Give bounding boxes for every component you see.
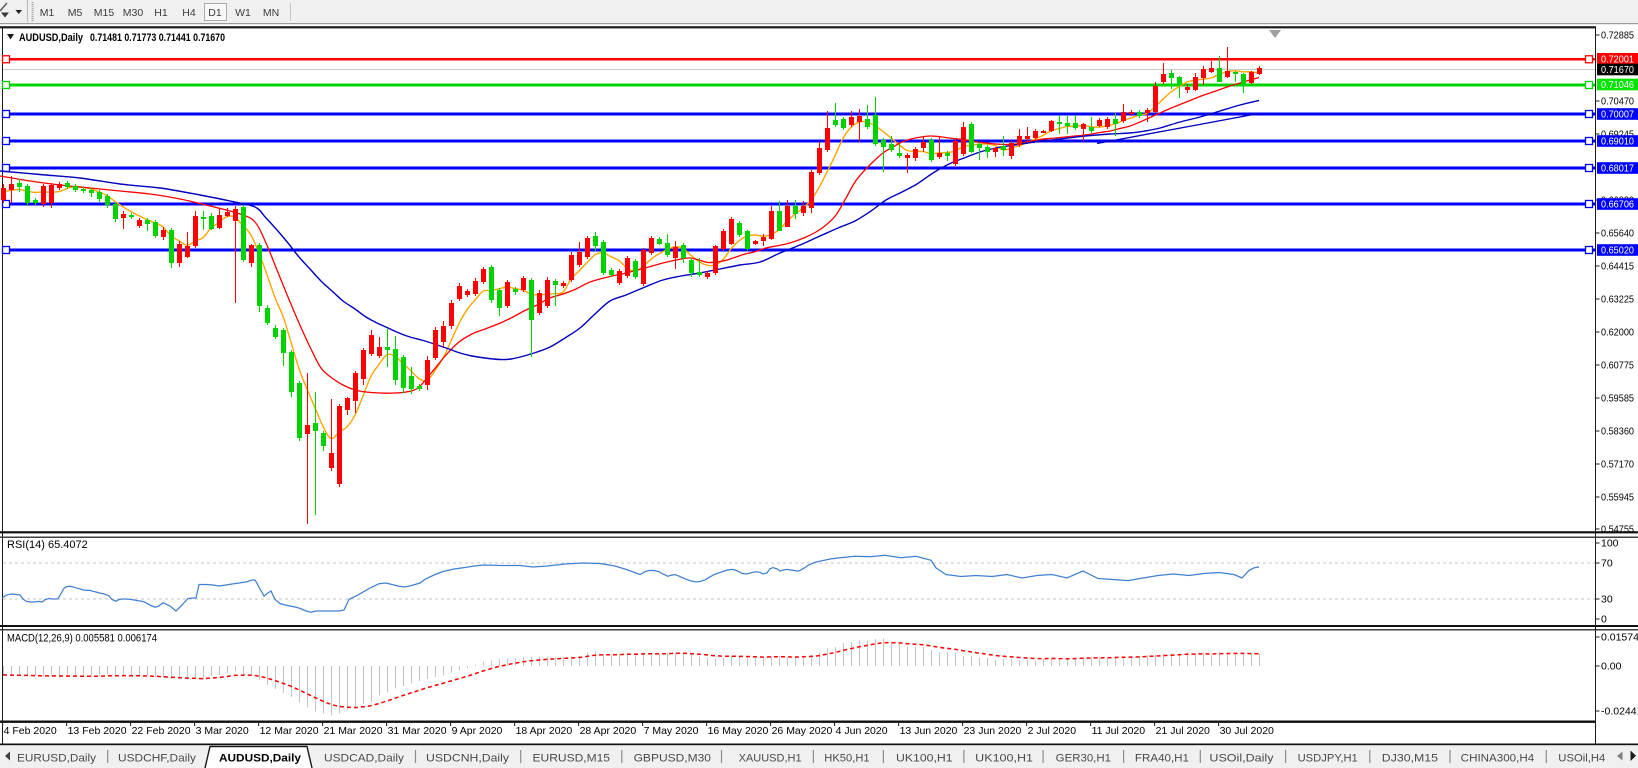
svg-text:GER30,H1: GER30,H1 — [1056, 753, 1111, 765]
svg-text:-0.024412: -0.024412 — [1601, 706, 1638, 718]
svg-text:0.71670: 0.71670 — [1601, 64, 1634, 76]
svg-text:0.58360: 0.58360 — [1601, 426, 1634, 438]
svg-text:3 Mar 2020: 3 Mar 2020 — [196, 725, 249, 737]
svg-text:13 Jun 2020: 13 Jun 2020 — [900, 725, 958, 737]
svg-text:EURUSD,Daily: EURUSD,Daily — [17, 753, 97, 765]
svg-text:0.70007: 0.70007 — [1601, 109, 1634, 121]
svg-text:30: 30 — [1601, 594, 1613, 606]
svg-text:M15: M15 — [94, 7, 115, 19]
svg-text:0.60775: 0.60775 — [1601, 360, 1634, 372]
svg-text:MN: MN — [263, 7, 279, 19]
svg-text:16 May 2020: 16 May 2020 — [708, 725, 769, 737]
svg-text:7 May 2020: 7 May 2020 — [644, 725, 699, 737]
svg-text:23 Jun 2020: 23 Jun 2020 — [964, 725, 1022, 737]
svg-text:USOil,H4: USOil,H4 — [1558, 753, 1605, 765]
svg-text:70: 70 — [1601, 558, 1613, 570]
svg-text:100: 100 — [1601, 538, 1619, 550]
svg-text:4 Jun 2020: 4 Jun 2020 — [836, 725, 888, 737]
svg-text:0.00: 0.00 — [1601, 661, 1622, 673]
svg-text:0.71481 0.71773 0.71441 0.7167: 0.71481 0.71773 0.71441 0.71670 — [90, 32, 225, 44]
svg-text:22 Feb 2020: 22 Feb 2020 — [132, 725, 191, 737]
svg-text:FRA40,H1: FRA40,H1 — [1135, 753, 1189, 765]
svg-text:W1: W1 — [235, 7, 251, 19]
svg-text:HK50,H1: HK50,H1 — [824, 753, 869, 765]
svg-text:RSI(14) 65.4072: RSI(14) 65.4072 — [7, 539, 88, 551]
svg-text:21 Mar 2020: 21 Mar 2020 — [324, 725, 383, 737]
svg-text:0.55945: 0.55945 — [1601, 492, 1634, 504]
svg-text:USOil,Daily: USOil,Daily — [1209, 753, 1274, 765]
svg-text:H4: H4 — [182, 7, 196, 19]
svg-text:M5: M5 — [68, 7, 83, 19]
svg-text:18 Apr 2020: 18 Apr 2020 — [516, 725, 573, 737]
svg-text:0.65020: 0.65020 — [1601, 245, 1634, 257]
svg-text:0.69010: 0.69010 — [1601, 136, 1634, 148]
svg-text:0.71046: 0.71046 — [1601, 79, 1634, 91]
svg-text:GBPUSD,M30: GBPUSD,M30 — [634, 753, 711, 765]
svg-text:30 Jul 2020: 30 Jul 2020 — [1220, 725, 1274, 737]
svg-text:0.54755: 0.54755 — [1601, 524, 1634, 536]
svg-text:USDJPY,H1: USDJPY,H1 — [1298, 753, 1358, 765]
svg-text:USDCAD,Daily: USDCAD,Daily — [324, 753, 405, 765]
svg-text:28 Apr 2020: 28 Apr 2020 — [580, 725, 637, 737]
svg-text:0: 0 — [1601, 614, 1607, 626]
svg-text:26 May 2020: 26 May 2020 — [772, 725, 833, 737]
svg-text:0.59585: 0.59585 — [1601, 393, 1634, 405]
svg-text:13 Feb 2020: 13 Feb 2020 — [68, 725, 127, 737]
svg-text:0.72885: 0.72885 — [1601, 30, 1634, 42]
svg-text:0.66706: 0.66706 — [1601, 199, 1634, 211]
svg-text:EURUSD,M15: EURUSD,M15 — [533, 753, 611, 765]
svg-text:UK100,H1: UK100,H1 — [975, 753, 1033, 765]
svg-text:0.64415: 0.64415 — [1601, 261, 1634, 273]
svg-text:CHINA300,H4: CHINA300,H4 — [1461, 753, 1535, 765]
svg-text:31 Mar 2020: 31 Mar 2020 — [388, 725, 447, 737]
svg-text:XAUUSD,H1: XAUUSD,H1 — [739, 753, 802, 765]
svg-text:4 Feb 2020: 4 Feb 2020 — [4, 725, 57, 737]
svg-text:0.015741: 0.015741 — [1601, 632, 1638, 644]
svg-text:12 Mar 2020: 12 Mar 2020 — [260, 725, 319, 737]
svg-text:0.68017: 0.68017 — [1601, 163, 1634, 175]
svg-text:0.72001: 0.72001 — [1601, 53, 1634, 65]
svg-text:AUDUSD,Daily: AUDUSD,Daily — [219, 753, 302, 765]
svg-text:M30: M30 — [123, 7, 144, 19]
svg-text:0.70470: 0.70470 — [1601, 96, 1634, 108]
svg-text:D1: D1 — [208, 7, 222, 19]
svg-text:USDCHF,Daily: USDCHF,Daily — [118, 753, 197, 765]
svg-text:21 Jul 2020: 21 Jul 2020 — [1156, 725, 1210, 737]
svg-text:0.63225: 0.63225 — [1601, 294, 1634, 306]
svg-text:9 Apr 2020: 9 Apr 2020 — [452, 725, 503, 737]
svg-text:0.65640: 0.65640 — [1601, 228, 1634, 240]
svg-text:MACD(12,26,9) 0.005581 0.00617: MACD(12,26,9) 0.005581 0.006174 — [7, 633, 157, 645]
svg-text:USDCNH,Daily: USDCNH,Daily — [426, 753, 510, 765]
svg-text:0.57170: 0.57170 — [1601, 459, 1634, 471]
svg-text:M1: M1 — [40, 7, 55, 19]
svg-text:11 Jul 2020: 11 Jul 2020 — [1092, 725, 1146, 737]
svg-text:DJ30,M15: DJ30,M15 — [1382, 753, 1438, 765]
svg-text:2 Jul 2020: 2 Jul 2020 — [1028, 725, 1077, 737]
svg-text:AUDUSD,Daily: AUDUSD,Daily — [19, 32, 84, 44]
svg-text:0.62000: 0.62000 — [1601, 327, 1634, 339]
svg-text:H1: H1 — [154, 7, 168, 19]
svg-text:UK100,H1: UK100,H1 — [896, 753, 953, 765]
